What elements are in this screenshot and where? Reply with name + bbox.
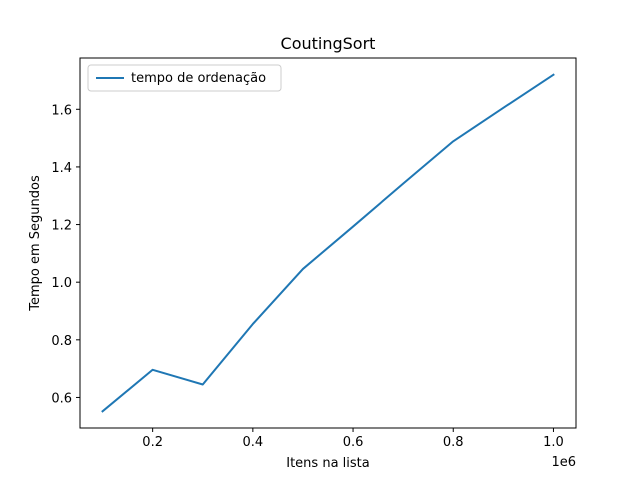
chart-title: CoutingSort <box>281 34 376 53</box>
y-tick-label: 1.0 <box>51 276 72 291</box>
series-line <box>101 73 555 413</box>
y-tick-label: 1.2 <box>51 219 72 234</box>
x-tick-label: 0.8 <box>443 435 464 450</box>
y-tick-label: 0.8 <box>51 334 72 349</box>
legend-entry-label: tempo de ordenação <box>131 71 266 86</box>
legend: tempo de ordenação <box>87 64 282 92</box>
y-axis-label: Tempo em Segundos <box>28 175 43 312</box>
legend-box <box>87 64 282 92</box>
x-axis-label: Itens na lista <box>286 456 369 471</box>
y-tick-label: 1.4 <box>51 161 72 176</box>
x-tick-label: 1.0 <box>543 435 564 450</box>
y-tick-label: 1.6 <box>51 103 72 118</box>
plot-frame <box>79 57 577 429</box>
x-tick-label: 0.2 <box>142 435 163 450</box>
x-tick-label: 0.6 <box>343 435 364 450</box>
y-tick-label: 0.6 <box>51 391 72 406</box>
y-axis-ticks: 0.6 0.8 1.0 1.2 1.4 1.6 <box>51 103 80 406</box>
plot-area <box>80 58 576 428</box>
x-tick-label: 0.4 <box>243 435 264 450</box>
x-axis-offset-label: 1e6 <box>551 455 576 470</box>
x-axis-ticks: 0.2 0.4 0.6 0.8 1.0 <box>142 428 564 450</box>
series-layer <box>101 73 555 413</box>
